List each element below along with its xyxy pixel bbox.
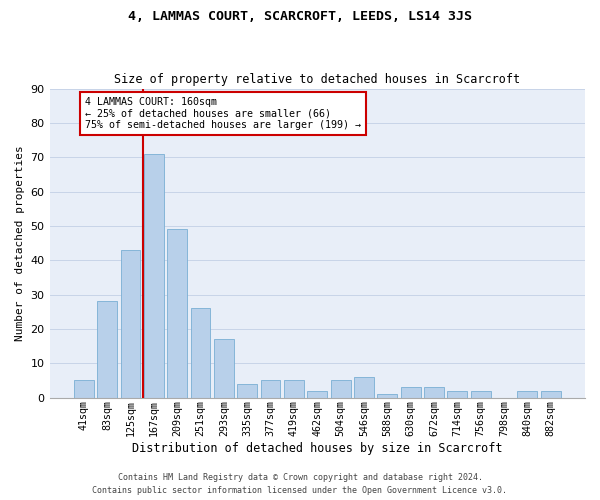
Text: Contains HM Land Registry data © Crown copyright and database right 2024.
Contai: Contains HM Land Registry data © Crown c… [92,474,508,495]
Bar [541,391,560,398]
Bar [167,230,187,398]
Bar [401,388,421,398]
Y-axis label: Number of detached properties: Number of detached properties [15,145,25,341]
Bar [307,391,327,398]
Bar [214,340,234,398]
Bar [517,391,538,398]
Bar [331,380,350,398]
Bar [121,250,140,398]
Bar [284,380,304,398]
Bar [238,384,257,398]
Bar [74,380,94,398]
Bar [191,308,211,398]
Bar [448,391,467,398]
X-axis label: Distribution of detached houses by size in Scarcroft: Distribution of detached houses by size … [132,442,503,455]
Bar [144,154,164,398]
Bar [377,394,397,398]
Bar [471,391,491,398]
Bar [97,302,117,398]
Text: 4, LAMMAS COURT, SCARCROFT, LEEDS, LS14 3JS: 4, LAMMAS COURT, SCARCROFT, LEEDS, LS14 … [128,10,472,23]
Bar [424,388,444,398]
Bar [354,377,374,398]
Bar [260,380,280,398]
Text: 4 LAMMAS COURT: 160sqm
← 25% of detached houses are smaller (66)
75% of semi-det: 4 LAMMAS COURT: 160sqm ← 25% of detached… [85,97,361,130]
Title: Size of property relative to detached houses in Scarcroft: Size of property relative to detached ho… [114,73,520,86]
